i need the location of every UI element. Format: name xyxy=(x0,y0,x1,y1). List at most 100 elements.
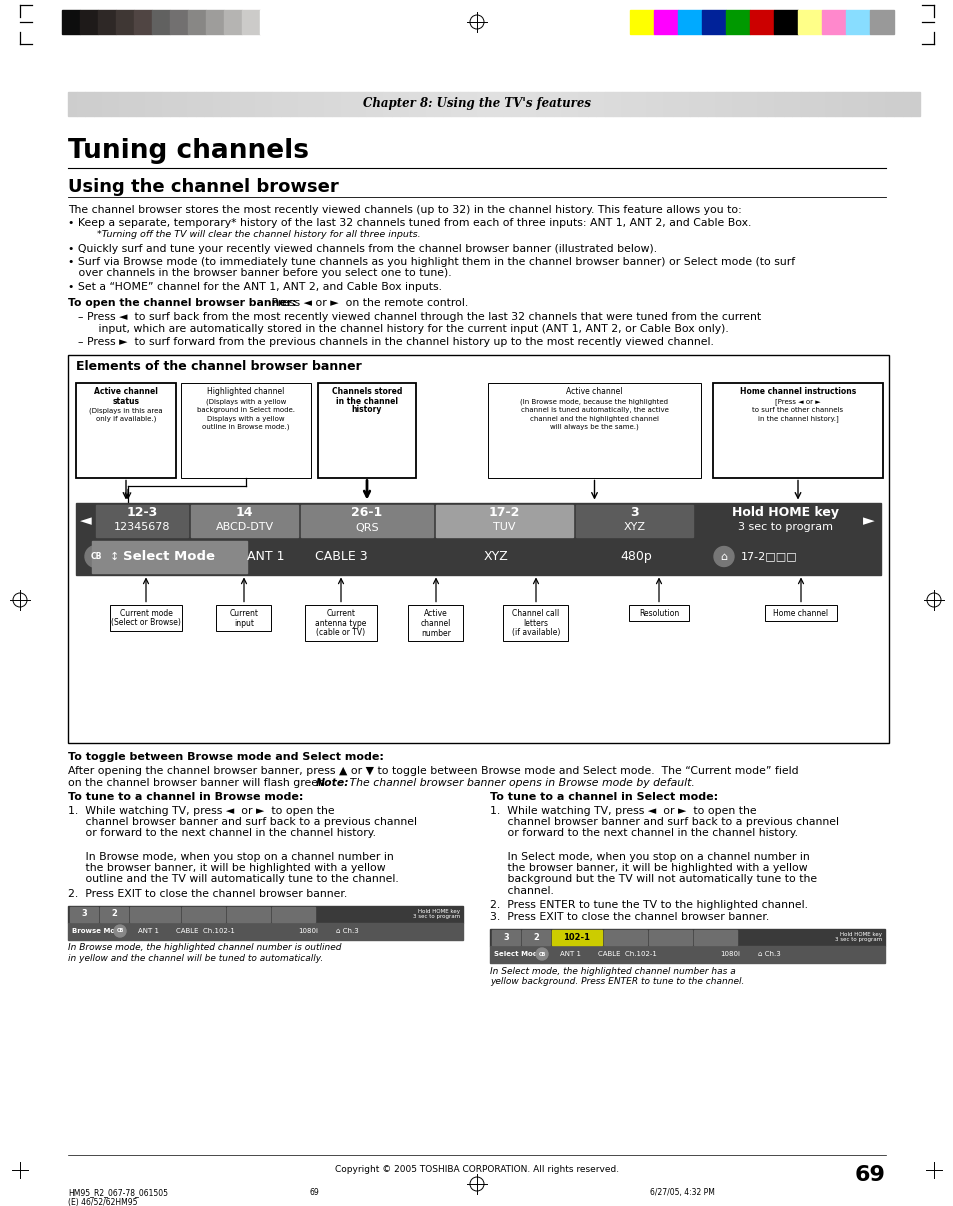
Text: 1.  While watching TV, press ◄  or ►  to open the: 1. While watching TV, press ◄ or ► to op… xyxy=(68,806,335,815)
Bar xyxy=(834,92,842,116)
Bar xyxy=(672,92,680,116)
Bar xyxy=(408,604,463,640)
Text: • Quickly surf and tune your recently viewed channels from the channel browser b: • Quickly surf and tune your recently vi… xyxy=(68,244,657,253)
Bar xyxy=(260,10,277,34)
Text: Resolution: Resolution xyxy=(639,609,679,617)
Text: 2.  Press ENTER to tune the TV to the highlighted channel.: 2. Press ENTER to tune the TV to the hig… xyxy=(490,901,807,911)
Bar xyxy=(111,92,119,116)
Bar xyxy=(851,92,860,116)
Bar xyxy=(242,10,260,34)
Bar xyxy=(490,929,884,946)
Bar xyxy=(152,10,170,34)
Bar xyxy=(349,92,357,116)
Bar xyxy=(357,92,366,116)
Bar xyxy=(552,930,601,944)
Bar xyxy=(224,10,242,34)
Text: Elements of the channel browser banner: Elements of the channel browser banner xyxy=(76,361,361,374)
Bar xyxy=(536,92,544,116)
Bar xyxy=(639,92,647,116)
Bar xyxy=(647,92,656,116)
Bar xyxy=(221,92,230,116)
Text: In Browse mode, when you stop on a channel number in: In Browse mode, when you stop on a chann… xyxy=(68,851,394,861)
Text: Browse Mode: Browse Mode xyxy=(71,927,125,933)
Bar xyxy=(725,10,749,34)
Text: channel browser banner and surf back to a previous channel: channel browser banner and surf back to … xyxy=(490,816,838,827)
Text: in the channel history.]: in the channel history.] xyxy=(757,416,838,422)
Text: 12345678: 12345678 xyxy=(113,522,170,533)
Text: 102-1: 102-1 xyxy=(563,932,590,942)
Bar xyxy=(749,10,773,34)
Bar xyxy=(698,92,706,116)
Text: 6/27/05, 4:32 PM: 6/27/05, 4:32 PM xyxy=(649,1188,714,1198)
Text: ⌂: ⌂ xyxy=(720,551,727,562)
Bar xyxy=(102,92,111,116)
Bar xyxy=(706,92,715,116)
Bar xyxy=(821,10,845,34)
Text: 2: 2 xyxy=(533,932,538,942)
Bar xyxy=(766,92,775,116)
Bar xyxy=(188,10,206,34)
Text: on the channel browser banner will flash green.: on the channel browser banner will flash… xyxy=(68,778,335,788)
Bar xyxy=(273,92,281,116)
Bar xyxy=(773,10,797,34)
Bar xyxy=(894,92,902,116)
Text: channel and the highlighted channel: channel and the highlighted channel xyxy=(530,416,659,422)
Bar xyxy=(782,92,791,116)
Text: Current mode: Current mode xyxy=(119,609,172,617)
Text: (Select or Browse): (Select or Browse) xyxy=(111,619,181,627)
Text: 480p: 480p xyxy=(619,550,651,563)
Bar xyxy=(680,92,689,116)
Bar xyxy=(502,92,511,116)
Text: 3: 3 xyxy=(81,909,87,919)
Text: 1080i: 1080i xyxy=(297,927,317,933)
Text: 3: 3 xyxy=(502,932,508,942)
Text: CB: CB xyxy=(537,952,545,956)
Bar xyxy=(170,10,188,34)
Text: To tune to a channel in Browse mode:: To tune to a channel in Browse mode: xyxy=(68,792,303,802)
Bar xyxy=(332,92,340,116)
Bar xyxy=(306,92,314,116)
Bar xyxy=(340,92,349,116)
Text: In Browse mode, the highlighted channel number is outlined
in yellow and the cha: In Browse mode, the highlighted channel … xyxy=(68,943,341,962)
Text: • Keep a separate, temporary* history of the last 32 channels tuned from each of: • Keep a separate, temporary* history of… xyxy=(68,218,751,228)
Text: 14: 14 xyxy=(235,507,253,519)
Text: 26-1: 26-1 xyxy=(351,507,382,519)
Bar xyxy=(195,92,204,116)
Bar xyxy=(119,92,128,116)
Text: ⌂ Ch.3: ⌂ Ch.3 xyxy=(758,952,780,958)
Text: 3 sec to program: 3 sec to program xyxy=(738,522,833,533)
Text: Highlighted channel: Highlighted channel xyxy=(207,387,284,397)
Text: – Press ►  to surf forward from the previous channels in the channel history up : – Press ► to surf forward from the previ… xyxy=(78,336,713,347)
Bar xyxy=(678,10,701,34)
Bar xyxy=(162,92,170,116)
Text: Chapter 8: Using the TV's features: Chapter 8: Using the TV's features xyxy=(363,98,590,111)
Text: CABLE  Ch.102-1: CABLE Ch.102-1 xyxy=(175,927,234,933)
Text: 1080i: 1080i xyxy=(720,952,740,958)
Text: ⌂ Ch.3: ⌂ Ch.3 xyxy=(335,927,358,933)
Text: input, which are automatically stored in the channel history for the current inp: input, which are automatically stored in… xyxy=(88,323,728,334)
Bar xyxy=(247,92,255,116)
Circle shape xyxy=(85,545,107,568)
Bar xyxy=(416,92,425,116)
Bar xyxy=(800,92,808,116)
Text: In Select mode, the highlighted channel number has a
yellow background. Press EN: In Select mode, the highlighted channel … xyxy=(490,966,743,985)
Bar xyxy=(693,930,737,944)
Text: CB: CB xyxy=(91,552,102,561)
Bar xyxy=(182,907,225,921)
Text: ABCD-DTV: ABCD-DTV xyxy=(215,522,274,533)
Text: • Set a “HOME” channel for the ANT 1, ANT 2, and Cable Box inputs.: • Set a “HOME” channel for the ANT 1, AN… xyxy=(68,282,441,292)
Text: Active: Active xyxy=(424,609,447,617)
Text: Tuning channels: Tuning channels xyxy=(68,137,309,164)
Bar xyxy=(70,907,98,921)
Bar xyxy=(191,504,297,537)
Bar xyxy=(392,92,400,116)
Bar xyxy=(434,92,442,116)
Bar xyxy=(281,92,289,116)
Bar xyxy=(521,930,550,944)
Bar xyxy=(133,10,152,34)
Text: TUV: TUV xyxy=(493,522,516,533)
Bar xyxy=(791,92,800,116)
Bar xyxy=(845,10,869,34)
Bar xyxy=(544,92,553,116)
Text: to surf the other channels: to surf the other channels xyxy=(752,406,842,412)
